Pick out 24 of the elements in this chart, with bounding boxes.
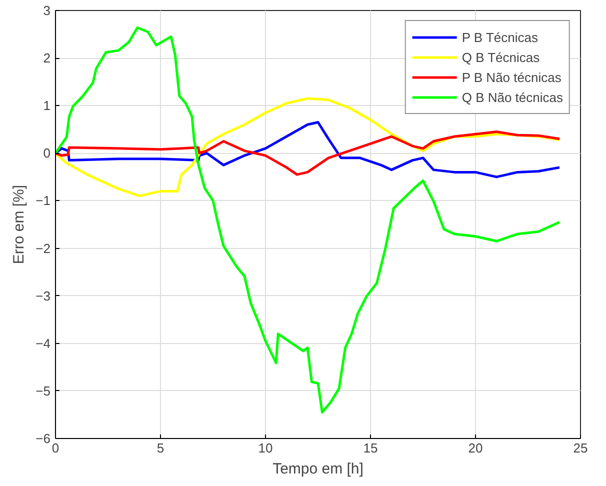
line-series xyxy=(56,121,561,178)
line-series xyxy=(56,26,561,414)
legend-label: Q B Não técnicas xyxy=(462,90,563,104)
x-axis-title: Tempo em [h] xyxy=(272,460,364,478)
y-tick-label: −5 xyxy=(36,383,51,398)
y-tick-label: −6 xyxy=(36,431,51,446)
legend-label: P B Não técnicas xyxy=(462,70,562,84)
x-tick-label: 10 xyxy=(258,440,273,456)
y-tick-label: −3 xyxy=(36,288,51,304)
y-tick-label: −4 xyxy=(36,336,51,351)
y-tick-label: −1 xyxy=(36,193,51,208)
y-tick-label: 0 xyxy=(43,146,51,161)
y-tick-label: 2 xyxy=(43,50,51,66)
x-tick-label: 5 xyxy=(156,440,164,456)
x-tick-label: 25 xyxy=(573,440,588,456)
line-series xyxy=(56,130,561,176)
legend-label: Q B Técnicas xyxy=(462,50,540,64)
x-tick-label: 20 xyxy=(468,440,483,456)
y-tick-label: 3 xyxy=(43,3,51,18)
y-tick-label: 1 xyxy=(43,98,51,114)
y-tick-label: −2 xyxy=(36,240,51,256)
x-tick-label: 15 xyxy=(363,440,378,456)
legend-label: P B Técnicas xyxy=(462,30,538,44)
y-axis-title: Erro em [%] xyxy=(10,184,28,264)
